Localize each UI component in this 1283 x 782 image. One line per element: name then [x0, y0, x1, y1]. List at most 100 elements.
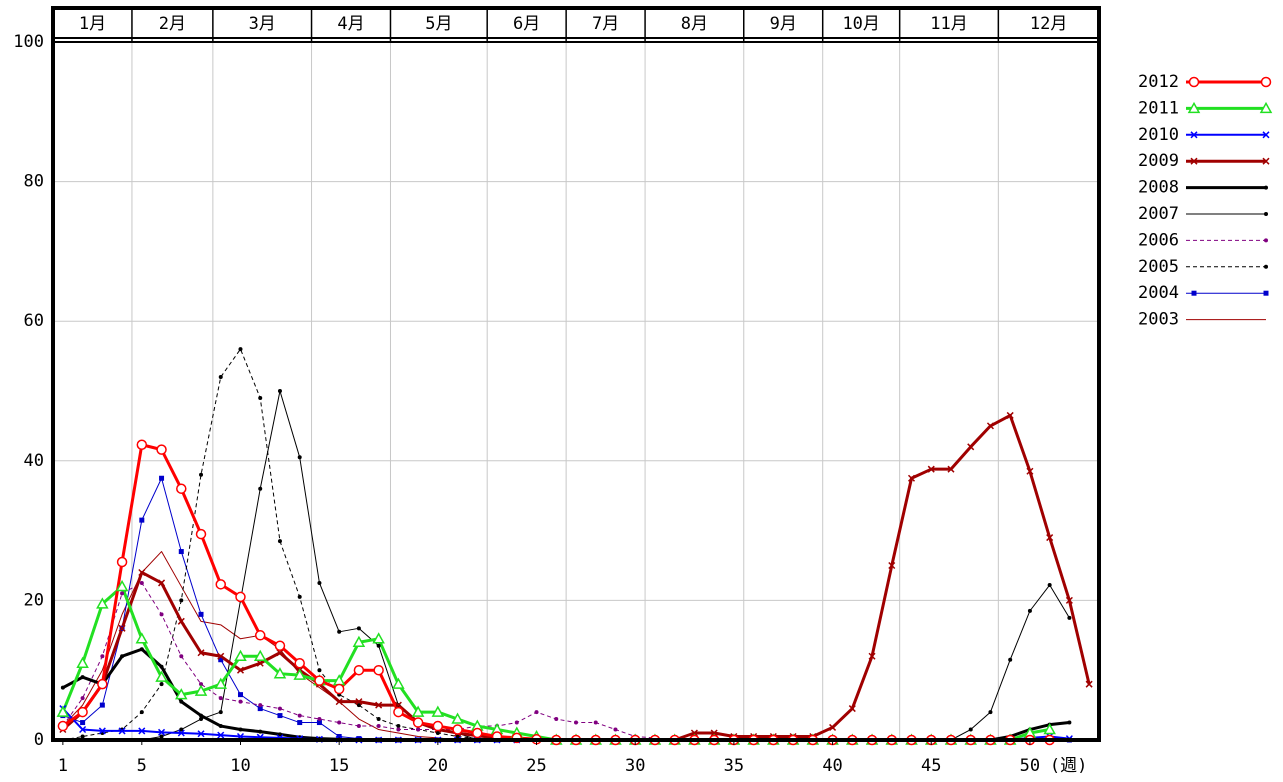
- marker: [297, 720, 303, 726]
- marker: [256, 659, 264, 667]
- marker: [376, 643, 381, 648]
- marker: [158, 728, 166, 736]
- marker: [393, 706, 404, 718]
- marker: [199, 682, 204, 687]
- marker: [258, 486, 263, 491]
- legend-label: 2006: [1138, 230, 1179, 250]
- marker: [199, 472, 204, 477]
- marker: [218, 710, 223, 715]
- marker: [907, 474, 916, 482]
- marker: [376, 717, 381, 722]
- marker: [868, 652, 876, 660]
- marker: [236, 666, 245, 674]
- marker: [197, 730, 205, 738]
- marker: [1190, 131, 1198, 139]
- month-label: 11月: [930, 14, 967, 34]
- marker: [1188, 76, 1200, 88]
- marker: [335, 698, 343, 706]
- marker: [57, 720, 69, 732]
- marker: [1263, 290, 1269, 296]
- marker: [274, 640, 286, 652]
- marker: [1262, 157, 1270, 165]
- marker: [1043, 722, 1056, 735]
- marker: [317, 717, 322, 722]
- legend-label: 2003: [1138, 310, 1179, 330]
- marker: [396, 724, 401, 729]
- month-label: 2月: [159, 14, 186, 34]
- marker: [80, 734, 85, 739]
- marker: [1046, 534, 1054, 542]
- marker: [277, 732, 282, 737]
- marker: [77, 706, 88, 718]
- month-label: 3月: [249, 14, 276, 34]
- month-label: 10月: [842, 14, 879, 34]
- marker: [333, 683, 345, 695]
- marker: [690, 729, 698, 737]
- x-tick-label: 1: [58, 756, 68, 776]
- marker: [218, 657, 224, 663]
- marker: [159, 682, 164, 687]
- marker: [435, 731, 440, 736]
- x-tick-label: 40: [822, 756, 842, 776]
- marker: [217, 652, 225, 660]
- marker: [277, 539, 282, 544]
- marker: [60, 685, 65, 690]
- marker: [159, 475, 165, 481]
- marker: [234, 649, 247, 661]
- marker: [238, 727, 243, 732]
- marker: [116, 556, 128, 568]
- marker: [432, 720, 444, 732]
- legend-label: 2005: [1138, 257, 1179, 277]
- marker: [534, 710, 539, 715]
- marker: [179, 699, 184, 704]
- marker: [412, 717, 424, 728]
- x-tick-label: 5: [137, 756, 147, 776]
- month-label: 9月: [770, 14, 797, 34]
- y-tick-label: 20: [24, 590, 44, 610]
- legend-label: 2004: [1138, 283, 1179, 303]
- marker: [177, 729, 185, 737]
- marker: [139, 580, 144, 585]
- x-axis-label: (週): [1050, 756, 1087, 776]
- legend-label: 2012: [1138, 72, 1179, 92]
- month-label: 12月: [1030, 14, 1067, 34]
- marker: [353, 664, 365, 676]
- marker: [396, 727, 401, 732]
- marker: [99, 702, 105, 708]
- marker: [554, 717, 559, 722]
- marker: [179, 727, 184, 732]
- marker: [988, 710, 993, 715]
- marker: [356, 626, 361, 631]
- marker: [927, 465, 935, 473]
- marker: [356, 724, 361, 729]
- marker: [159, 664, 164, 669]
- month-label: 7月: [592, 14, 619, 34]
- marker: [297, 594, 302, 599]
- marker: [159, 612, 164, 617]
- marker: [968, 727, 973, 732]
- y-tick-label: 0: [34, 730, 44, 750]
- marker: [451, 712, 464, 724]
- marker: [80, 720, 86, 726]
- marker: [194, 684, 208, 696]
- marker: [1067, 720, 1072, 725]
- marker: [1191, 290, 1197, 296]
- marker: [258, 703, 263, 708]
- marker: [276, 649, 284, 657]
- marker: [1264, 264, 1268, 269]
- marker: [829, 723, 837, 731]
- marker: [80, 675, 85, 680]
- y-tick-label: 40: [24, 451, 44, 471]
- marker: [1085, 680, 1093, 688]
- marker: [197, 649, 205, 657]
- marker: [411, 705, 425, 717]
- marker: [158, 579, 166, 587]
- marker: [120, 591, 125, 596]
- marker: [237, 692, 243, 698]
- marker: [235, 591, 246, 603]
- x-tick-label: 20: [428, 756, 448, 776]
- marker: [258, 395, 263, 400]
- x-tick-label: 45: [921, 756, 941, 776]
- marker: [376, 724, 381, 729]
